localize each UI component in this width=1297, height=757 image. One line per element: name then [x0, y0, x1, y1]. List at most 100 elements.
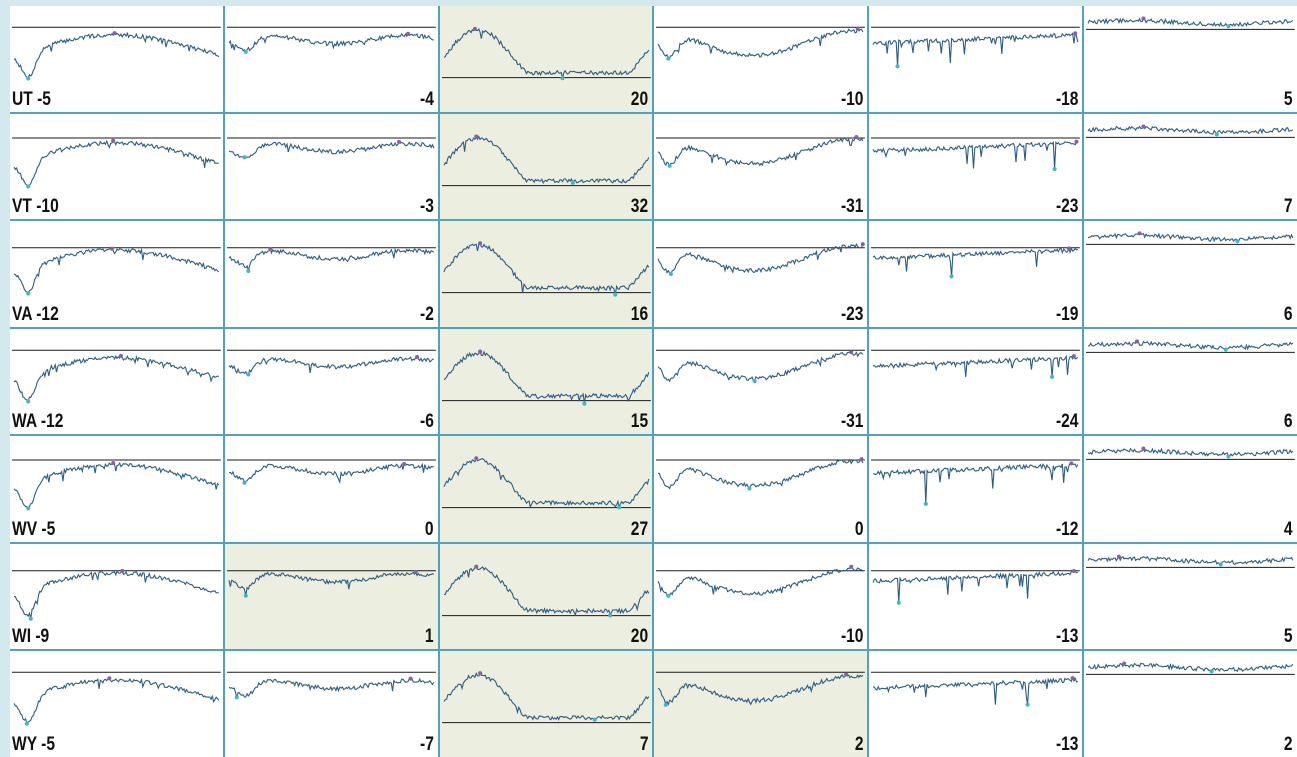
chart-cell: 2 — [654, 651, 868, 757]
value-label: -23 — [1055, 196, 1079, 218]
min-marker — [924, 502, 929, 507]
sparkline-series — [228, 32, 434, 53]
sparkline-chart — [12, 672, 221, 727]
chart-cell: 32 — [439, 113, 653, 220]
sparkline-chart — [441, 26, 651, 81]
max-marker — [1072, 353, 1077, 358]
sparkline-chart — [12, 568, 221, 621]
chart-cell: -18 — [869, 6, 1083, 112]
sparkline-chart — [871, 349, 1081, 379]
sparkline-series — [228, 678, 435, 701]
sparkline-chart — [871, 246, 1081, 279]
chart-cell: 5 — [1084, 543, 1297, 650]
small-multiples-grid: UT -5 -4 20 -10 -18 5 VT -10 -3 32 -31 -23 7 VA -12-… — [10, 6, 1297, 757]
value-label: -18 — [1055, 88, 1079, 110]
sparkline-series — [1087, 555, 1294, 566]
max-marker — [473, 456, 478, 461]
min-marker — [897, 600, 902, 605]
chart-cell: -6 — [224, 328, 438, 435]
sparkline-series — [872, 140, 1079, 169]
max-marker — [844, 672, 849, 677]
sparkline-series — [1088, 340, 1294, 351]
value-label: 20 — [631, 626, 649, 648]
chart-cell: -10 — [654, 6, 868, 112]
max-marker — [849, 564, 854, 569]
min-marker — [1218, 562, 1223, 567]
max-marker — [477, 349, 482, 354]
max-marker — [849, 349, 854, 354]
min-marker — [669, 272, 674, 277]
sparkline-series — [872, 31, 1079, 67]
sparkline-chart — [226, 246, 436, 274]
min-marker — [1226, 24, 1231, 29]
min-marker — [234, 695, 239, 700]
max-marker — [1117, 554, 1122, 559]
min-marker — [242, 154, 247, 159]
max-marker — [120, 568, 125, 573]
sparkline-chart — [656, 457, 866, 491]
max-marker — [268, 246, 273, 252]
value-label: -10 — [840, 88, 864, 110]
value-label: 27 — [631, 518, 649, 540]
chart-cell: -23 — [869, 113, 1083, 220]
sparkline-series — [658, 673, 864, 708]
sparkline-chart — [441, 349, 651, 406]
min-marker — [666, 593, 671, 598]
max-marker — [1070, 676, 1075, 681]
max-marker — [1072, 568, 1077, 573]
chart-cell: 27 — [439, 436, 653, 542]
sparkline-series — [443, 672, 649, 722]
chart-cell: 0 — [224, 436, 438, 542]
sparkline-series — [13, 677, 220, 726]
value-label: -2 — [419, 303, 434, 325]
sparkline-chart — [12, 459, 221, 511]
sparkline-chart — [441, 134, 651, 186]
sparkline-series — [443, 565, 649, 618]
min-marker — [668, 163, 673, 168]
min-marker — [1226, 454, 1231, 459]
sparkline-chart — [226, 137, 436, 159]
sparkline-series — [228, 463, 434, 485]
sparkline-chart — [12, 26, 221, 81]
sparkline-series — [443, 457, 649, 510]
sparkline-series — [658, 350, 864, 383]
sparkline-series — [443, 242, 649, 295]
chart-cell: 7 — [1084, 113, 1297, 220]
max-marker — [1135, 339, 1140, 344]
min-marker — [607, 613, 612, 618]
value-label: 2 — [854, 733, 864, 755]
chart-cell: WY -5 — [10, 651, 223, 757]
chart-cell: 1 — [224, 543, 438, 650]
sparkline-chart — [12, 137, 221, 189]
max-marker — [472, 26, 477, 31]
sparkline-chart — [226, 459, 436, 486]
chart-cell: 7 — [439, 651, 653, 757]
sparkline-chart — [1086, 661, 1295, 676]
chart-cell: UT -5 — [10, 6, 223, 112]
sparkline-series — [658, 565, 864, 597]
min-marker — [246, 269, 251, 274]
sparkline-chart — [226, 569, 436, 598]
state-label: VA -12 — [12, 303, 59, 325]
max-marker — [1137, 231, 1142, 236]
sparkline-series — [658, 458, 864, 490]
min-marker — [664, 703, 669, 708]
sparkline-series — [1087, 232, 1294, 243]
value-label: 7 — [639, 733, 649, 755]
max-marker — [1073, 31, 1078, 36]
state-label: WY -5 — [12, 733, 55, 755]
max-marker — [1067, 246, 1072, 251]
max-marker — [1141, 124, 1146, 129]
chart-cell: 5 — [1084, 6, 1297, 112]
chart-cell: -13 — [869, 543, 1083, 650]
min-marker — [26, 506, 31, 511]
sparkline-series — [13, 247, 220, 295]
sparkline-series — [228, 570, 434, 596]
sparkline-chart — [226, 26, 436, 54]
sparkline-series — [13, 462, 220, 510]
chart-cell: -13 — [869, 651, 1083, 757]
chart-cell: 16 — [439, 221, 653, 327]
min-marker — [570, 180, 575, 185]
min-marker — [1209, 669, 1214, 674]
value-label: -12 — [1055, 518, 1079, 540]
